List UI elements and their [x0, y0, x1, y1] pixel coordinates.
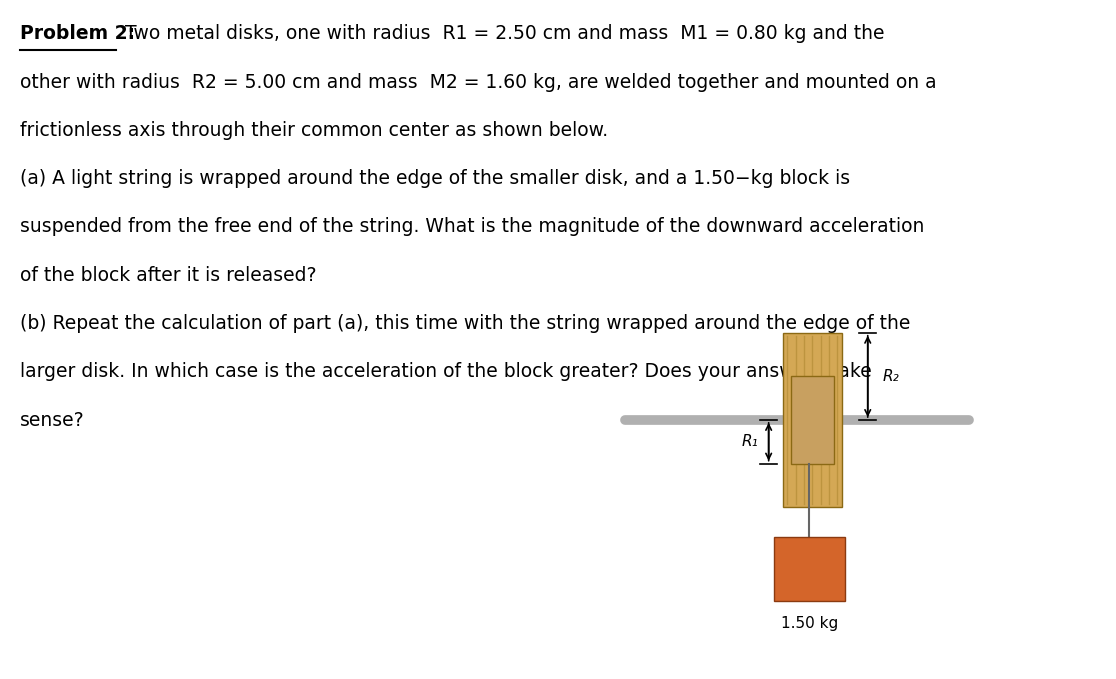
- Bar: [783, 333, 841, 507]
- Bar: [790, 376, 835, 464]
- Text: frictionless axis through their common center as shown below.: frictionless axis through their common c…: [20, 121, 608, 140]
- Text: of the block after it is released?: of the block after it is released?: [20, 265, 316, 285]
- Text: (b) Repeat the calculation of part (a), this time with the string wrapped around: (b) Repeat the calculation of part (a), …: [20, 314, 911, 333]
- Bar: [773, 537, 845, 601]
- Text: (a) A light string is wrapped around the edge of the smaller disk, and a 1.50−kg: (a) A light string is wrapped around the…: [20, 169, 850, 188]
- Text: suspended from the free end of the string. What is the magnitude of the downward: suspended from the free end of the strin…: [20, 217, 924, 236]
- Text: R₂: R₂: [883, 369, 899, 384]
- Text: sense?: sense?: [20, 411, 85, 430]
- Text: Problem 2:: Problem 2:: [20, 24, 135, 43]
- Text: 1.50 kg: 1.50 kg: [781, 616, 838, 631]
- Text: other with radius  R2 = 5.00 cm and mass  M2 = 1.60 kg, are welded together and : other with radius R2 = 5.00 cm and mass …: [20, 73, 936, 92]
- Text: larger disk. In which case is the acceleration of the block greater? Does your a: larger disk. In which case is the accele…: [20, 363, 872, 382]
- Text: Two metal disks, one with radius  R1 = 2.50 cm and mass  M1 = 0.80 kg and the: Two metal disks, one with radius R1 = 2.…: [119, 24, 884, 43]
- Text: R₁: R₁: [741, 435, 758, 449]
